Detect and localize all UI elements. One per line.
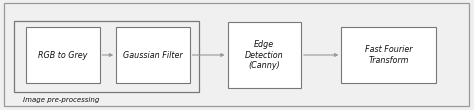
Text: RGB to Grey: RGB to Grey: [38, 50, 88, 60]
Text: Fast Fourier
Transform: Fast Fourier Transform: [365, 45, 412, 65]
Bar: [116, 28, 190, 82]
Bar: [341, 28, 436, 82]
Bar: [228, 22, 301, 88]
Text: Edge
Detection
(Canny): Edge Detection (Canny): [245, 40, 283, 70]
Text: Image pre-processing: Image pre-processing: [23, 97, 100, 103]
Bar: [14, 21, 199, 92]
Text: Gaussian Filter: Gaussian Filter: [123, 50, 182, 60]
Bar: [26, 28, 100, 82]
